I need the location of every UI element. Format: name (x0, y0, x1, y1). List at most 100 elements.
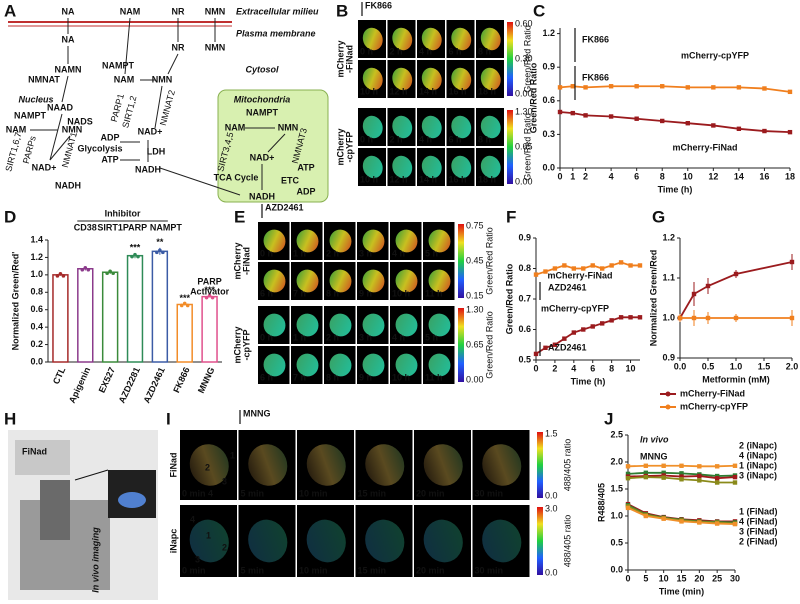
data-point (543, 345, 548, 350)
legend-label: 1 (iNapc) (739, 460, 777, 470)
pathway-node: NAMPT (14, 110, 46, 120)
pathway-node: Plasma membrane (236, 28, 316, 38)
pathway-node: NADS (67, 116, 93, 126)
pathway-node: ATP (297, 162, 314, 172)
time-label: 30 min (475, 488, 504, 498)
data-point (711, 123, 716, 128)
data-point (533, 272, 539, 277)
row-label: mCherry (232, 242, 242, 279)
data-point (61, 274, 66, 278)
x-tick-label: 8 (660, 171, 665, 181)
data-point (714, 476, 720, 481)
y-tick-label: 0.9 (518, 232, 531, 242)
time-label: 2 h (390, 134, 403, 144)
time-label: 8 h (326, 372, 339, 382)
pathway-node: Mitochondria (234, 94, 291, 104)
cell (362, 229, 385, 253)
cell (428, 313, 451, 337)
x-tick-label: 16 (759, 171, 769, 181)
cell (451, 67, 472, 91)
legend-label: 2 (iNapc) (739, 440, 777, 450)
y-tick-label: 0.6 (542, 95, 555, 105)
cell (392, 115, 413, 139)
pathway-node: NAMPT (246, 107, 278, 117)
colorbar-tick: 0.00 (515, 88, 533, 98)
x-tick-label: 0 (533, 363, 538, 373)
panel-label: G (652, 207, 665, 226)
time-label: 0 h (360, 134, 373, 144)
colorbar-title: Green/Red Ratio (484, 227, 494, 295)
data-point (618, 315, 624, 320)
time-label: 30 min (475, 565, 504, 575)
time-label: 3 h (359, 332, 372, 342)
colorbar-tick: 0.30 (515, 53, 533, 63)
x-tick-label: 0.5 (702, 361, 715, 371)
pathway-node: NAM (114, 74, 135, 84)
cell (423, 519, 463, 563)
data-point (787, 89, 793, 95)
pathway-node: NAD+ (138, 126, 163, 136)
time-label: 7 h (293, 288, 306, 298)
panel-a-shapes (8, 17, 329, 203)
data-point (679, 519, 684, 524)
data-point (714, 480, 720, 485)
annotation: FK866 (582, 72, 609, 82)
cell (306, 444, 346, 486)
group-name: CD38 (74, 222, 97, 232)
x-tick-label: AZD2281 (117, 366, 142, 405)
pathway-node: NMN (278, 122, 299, 132)
series-line (559, 111, 791, 134)
cell-number: 1 (230, 450, 235, 460)
group-name: PARP (197, 276, 221, 286)
cell (296, 353, 319, 377)
x-tick-label: 8 (609, 363, 614, 373)
row-label: -cpYFP (344, 131, 354, 162)
cell (482, 519, 522, 563)
cell (263, 229, 286, 253)
time-label: 10 min (299, 565, 328, 575)
time-label: 9 h (359, 372, 372, 382)
data-point (679, 463, 684, 468)
data-point (714, 521, 720, 526)
time-label: 10 h (392, 288, 410, 298)
y-tick-label: 0.5 (518, 354, 531, 364)
pathway-node: PARPs (21, 134, 38, 164)
colorbar-tick: 0.15 (466, 290, 484, 300)
cell (395, 353, 418, 377)
pathway-node: NA (62, 6, 75, 16)
data-point (570, 84, 575, 89)
time-label: 2 h (390, 46, 403, 56)
x-axis-label: Time (min) (659, 586, 704, 596)
data-point (581, 266, 586, 271)
data-point (533, 351, 539, 357)
time-label: 12 h (390, 174, 408, 184)
data-point (625, 464, 631, 469)
pathway-node: NADH (249, 191, 275, 201)
cell (421, 27, 442, 51)
x-tick-label: 15 (676, 573, 686, 583)
x-axis-label: Time (h) (658, 184, 693, 194)
pathway-node: ADP (100, 132, 119, 142)
data-point (685, 85, 690, 90)
bar (77, 268, 94, 363)
x-axis-label: Time (h) (571, 376, 606, 386)
data-point (161, 250, 165, 255)
cell-number: 2 (222, 542, 227, 552)
x-tick-label: EX527 (97, 366, 117, 395)
pathway-node: Cytosol (245, 64, 279, 74)
data-point (762, 128, 767, 134)
data-point (660, 84, 665, 89)
significance: *** (179, 293, 190, 303)
data-point (628, 263, 633, 268)
panel-label: E (234, 207, 245, 226)
x-tick-label: 2 (583, 171, 588, 181)
photo-caption: In vivo imaging (90, 527, 100, 593)
pathway-node: NMN (205, 6, 226, 16)
data-point (705, 315, 711, 321)
pathway-node: NAD+ (32, 162, 57, 172)
significance: *** (130, 242, 141, 252)
row-label: mCherry (335, 128, 345, 165)
y-axis-label: Green/Red Ratio (504, 263, 514, 334)
data-point (637, 263, 643, 268)
data-point (562, 336, 567, 341)
